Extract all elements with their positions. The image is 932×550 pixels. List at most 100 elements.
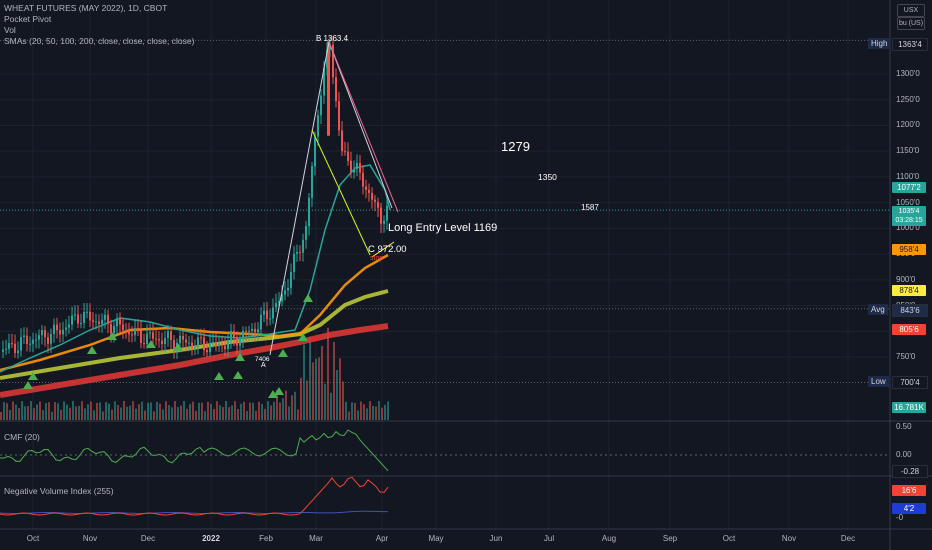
price-chip: 958'4: [892, 244, 926, 255]
cmf-tick-050: 0.50: [896, 422, 912, 431]
time-tick-label: Jul: [543, 534, 555, 543]
time-tick-label: Jun: [489, 534, 503, 543]
volume-bar: [246, 411, 248, 420]
volume-bar: [339, 358, 341, 420]
candle-body: [143, 343, 145, 345]
currency-button[interactable]: USX: [897, 4, 925, 17]
candle-body: [377, 201, 379, 208]
candle-body: [251, 328, 253, 331]
volume-bar: [48, 402, 50, 420]
cmf-tick-000: 0.00: [896, 450, 912, 459]
candle-body: [218, 344, 220, 347]
candle-body: [26, 335, 28, 344]
price-tick-label: 1000'0: [896, 223, 920, 233]
volume-bar: [243, 401, 245, 420]
candle-body: [332, 44, 334, 78]
candle-body: [359, 163, 361, 173]
candle-body: [20, 337, 22, 351]
candle-body: [287, 287, 289, 291]
volume-bar: [219, 405, 221, 420]
pocket-pivot-legend[interactable]: Pocket Pivot: [4, 14, 52, 24]
candle-body: [128, 330, 130, 335]
candle-body: [35, 339, 37, 341]
volume-bar: [66, 404, 68, 420]
sma-legend[interactable]: SMAs (20, 50, 100, 200, close, close, cl…: [4, 36, 195, 46]
candle-body: [86, 311, 88, 313]
candle-body: [302, 239, 304, 253]
level-tag-avg: Avg: [868, 304, 888, 315]
pocket-pivot-marker-4: [146, 340, 156, 348]
price-tick-label: 900'0: [896, 274, 916, 284]
candle-body: [95, 321, 97, 323]
candle-body: [113, 326, 115, 334]
volume-bar: [228, 407, 230, 420]
candle-b-spike: [327, 41, 330, 136]
volume-bar: [120, 407, 122, 420]
volume-bar: [144, 410, 146, 420]
vol-legend[interactable]: Vol: [4, 25, 16, 35]
candle-body: [203, 337, 205, 351]
nvi-red-chip: 16'6: [892, 485, 926, 496]
volume-bar: [294, 391, 296, 420]
candle-body: [161, 340, 163, 345]
candle-body: [188, 342, 190, 344]
candle-body: [197, 337, 199, 348]
volume-bar: [240, 403, 242, 420]
volume-bar: [315, 358, 317, 420]
candle-body: [89, 311, 91, 321]
volume-bar: [189, 403, 191, 420]
candle-body: [281, 294, 283, 302]
volume-bar: [354, 402, 356, 420]
volume-bar: [216, 401, 218, 420]
volume-bar: [276, 390, 278, 420]
nvi-tick: -0: [896, 513, 904, 522]
pocket-pivot-marker-0: [23, 381, 33, 389]
volume-bar: [126, 406, 128, 420]
unit-button[interactable]: bu (US): [897, 17, 925, 30]
volume-bar: [42, 410, 44, 420]
time-tick-label: Aug: [601, 534, 617, 543]
pocket-pivot-marker-8: [235, 353, 245, 361]
volume-bar: [234, 401, 236, 420]
candle-body: [137, 328, 139, 331]
volume-bar: [369, 401, 371, 420]
volume-bar: [255, 410, 257, 420]
volume-bar: [138, 404, 140, 420]
candle-body: [266, 310, 268, 320]
time-tick-label: Oct: [722, 534, 736, 543]
candle-body: [83, 312, 85, 324]
candle-body: [50, 333, 52, 344]
candle-body: [194, 347, 196, 349]
cmf-legend[interactable]: CMF (20): [4, 432, 40, 442]
volume-bar: [291, 395, 293, 420]
candle-body: [107, 314, 109, 325]
time-tick-label: Apr: [375, 534, 389, 543]
volume-bar: [249, 402, 251, 420]
volume-bar: [375, 406, 377, 420]
volume-bar: [231, 405, 233, 420]
candle-body: [206, 350, 208, 353]
volume-bar: [351, 402, 353, 420]
volume-bar: [324, 383, 326, 420]
candle-body: [212, 342, 214, 344]
time-tick-label: Nov: [82, 534, 98, 543]
price-tick-label: 1100'0: [896, 171, 920, 181]
candle-body: [134, 328, 136, 336]
volume-bar: [300, 377, 302, 420]
sma50-line: [0, 253, 389, 372]
volume-bar: [12, 401, 14, 420]
candle-body: [164, 338, 166, 345]
volume-bar: [69, 407, 71, 420]
symbol-title[interactable]: WHEAT FUTURES (MAY 2022), 1D, CBOT: [4, 3, 168, 13]
candle-body: [230, 330, 232, 341]
pocket-pivot-marker-10: [274, 387, 284, 395]
volume-bar: [87, 404, 89, 420]
candle-body: [62, 329, 64, 335]
nvi-legend[interactable]: Negative Volume Index (255): [4, 486, 114, 496]
candle-body: [278, 301, 280, 303]
price-chip: 843'6: [892, 304, 928, 317]
volume-bar: [129, 405, 131, 420]
pocket-pivot-marker-5: [173, 343, 183, 351]
candle-body: [68, 324, 70, 328]
